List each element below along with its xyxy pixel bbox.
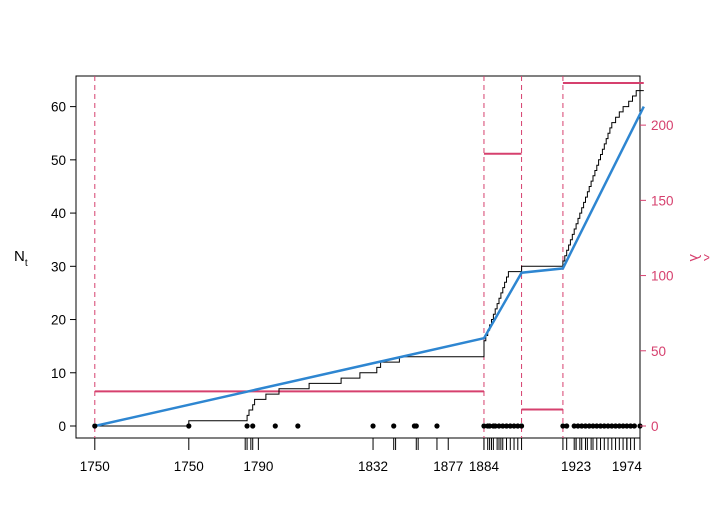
event-point-31 xyxy=(594,423,600,429)
fit-series-layer xyxy=(94,106,645,428)
y-tick-label-6: 60 xyxy=(51,100,66,115)
x-tick-label-5: 1884 xyxy=(469,459,500,474)
plot-frame-layer xyxy=(75,75,641,439)
x-tick-label-7: 1974 xyxy=(612,459,643,474)
event-point-0 xyxy=(92,423,98,429)
event-point-25 xyxy=(571,423,577,429)
x-tick-label-2: 1790 xyxy=(243,459,273,474)
event-point-15 xyxy=(492,423,498,429)
step-series-layer xyxy=(94,90,644,427)
y-tick-label-3: 30 xyxy=(51,259,66,274)
y2-axis-label-group: λ ^ xyxy=(686,254,712,262)
rug-layer xyxy=(244,438,641,450)
y-tick-label-2: 20 xyxy=(51,313,66,328)
event-point-11 xyxy=(481,423,487,429)
event-point-20 xyxy=(511,423,517,429)
event-point-27 xyxy=(579,423,585,429)
y2-axis-label-hat: ^ xyxy=(695,254,712,261)
event-point-18 xyxy=(503,423,510,429)
event-point-36 xyxy=(612,423,619,429)
event-point-10 xyxy=(434,423,440,429)
y-tick-label-5: 50 xyxy=(51,153,66,168)
event-point-26 xyxy=(575,423,581,429)
step-series-line xyxy=(94,90,644,427)
event-point-38 xyxy=(620,423,626,429)
event-point-39 xyxy=(624,423,630,429)
y-tick-label-4: 40 xyxy=(51,206,66,221)
event-point-29 xyxy=(586,423,592,429)
x-tick-label-1: 1750 xyxy=(174,459,204,474)
y2-tick-label-2: 100 xyxy=(651,269,674,284)
event-point-1 xyxy=(186,423,192,429)
event-point-19 xyxy=(507,423,513,429)
x-tick-label-4: 1877 xyxy=(433,459,463,474)
event-point-13 xyxy=(487,423,493,429)
event-point-5 xyxy=(295,423,301,429)
y2-tick-label-3: 150 xyxy=(651,193,674,208)
y-axis-label-subscript: t xyxy=(25,258,28,269)
event-point-17 xyxy=(500,423,506,429)
event-point-6 xyxy=(370,423,376,429)
event-point-7 xyxy=(391,423,397,429)
x-tick-label-0: 1750 xyxy=(80,459,110,474)
event-point-41 xyxy=(631,423,637,429)
event-point-9 xyxy=(413,423,419,429)
fitted-series-line xyxy=(94,106,645,428)
event-point-24 xyxy=(564,423,570,429)
y-tick-label-1: 10 xyxy=(51,366,66,381)
event-point-4 xyxy=(272,423,278,429)
x-tick-label-6: 1923 xyxy=(561,459,591,474)
plot-frame xyxy=(75,75,641,439)
event-point-3 xyxy=(250,423,256,429)
event-point-30 xyxy=(590,423,596,429)
event-point-40 xyxy=(628,423,634,429)
event-point-28 xyxy=(582,423,589,429)
event-point-34 xyxy=(605,423,611,429)
event-point-35 xyxy=(609,423,615,429)
event-point-33 xyxy=(601,423,607,429)
rate-segments-layer xyxy=(94,82,644,411)
y-axis-label: Nt xyxy=(14,248,28,269)
event-point-37 xyxy=(616,423,622,429)
axes-layer: 0 10 20 30 40 50 60 0 50 100 150 200 1750 1750 1790 183… xyxy=(51,100,674,474)
event-point-21 xyxy=(515,423,521,429)
y2-axis-label: λ xyxy=(686,254,703,262)
event-point-16 xyxy=(496,423,502,429)
event-point-32 xyxy=(597,423,604,429)
x-tick-label-3: 1832 xyxy=(358,459,388,474)
changepoint-layer xyxy=(94,76,564,438)
y2-tick-label-1: 50 xyxy=(651,344,666,359)
event-point-23 xyxy=(560,423,566,429)
y2-tick-label-4: 200 xyxy=(651,118,674,133)
event-points-layer xyxy=(92,423,643,429)
y-tick-label-0: 0 xyxy=(58,419,66,434)
y2-tick-label-0: 0 xyxy=(651,419,659,434)
event-point-2 xyxy=(244,423,250,429)
event-point-22 xyxy=(518,423,525,429)
